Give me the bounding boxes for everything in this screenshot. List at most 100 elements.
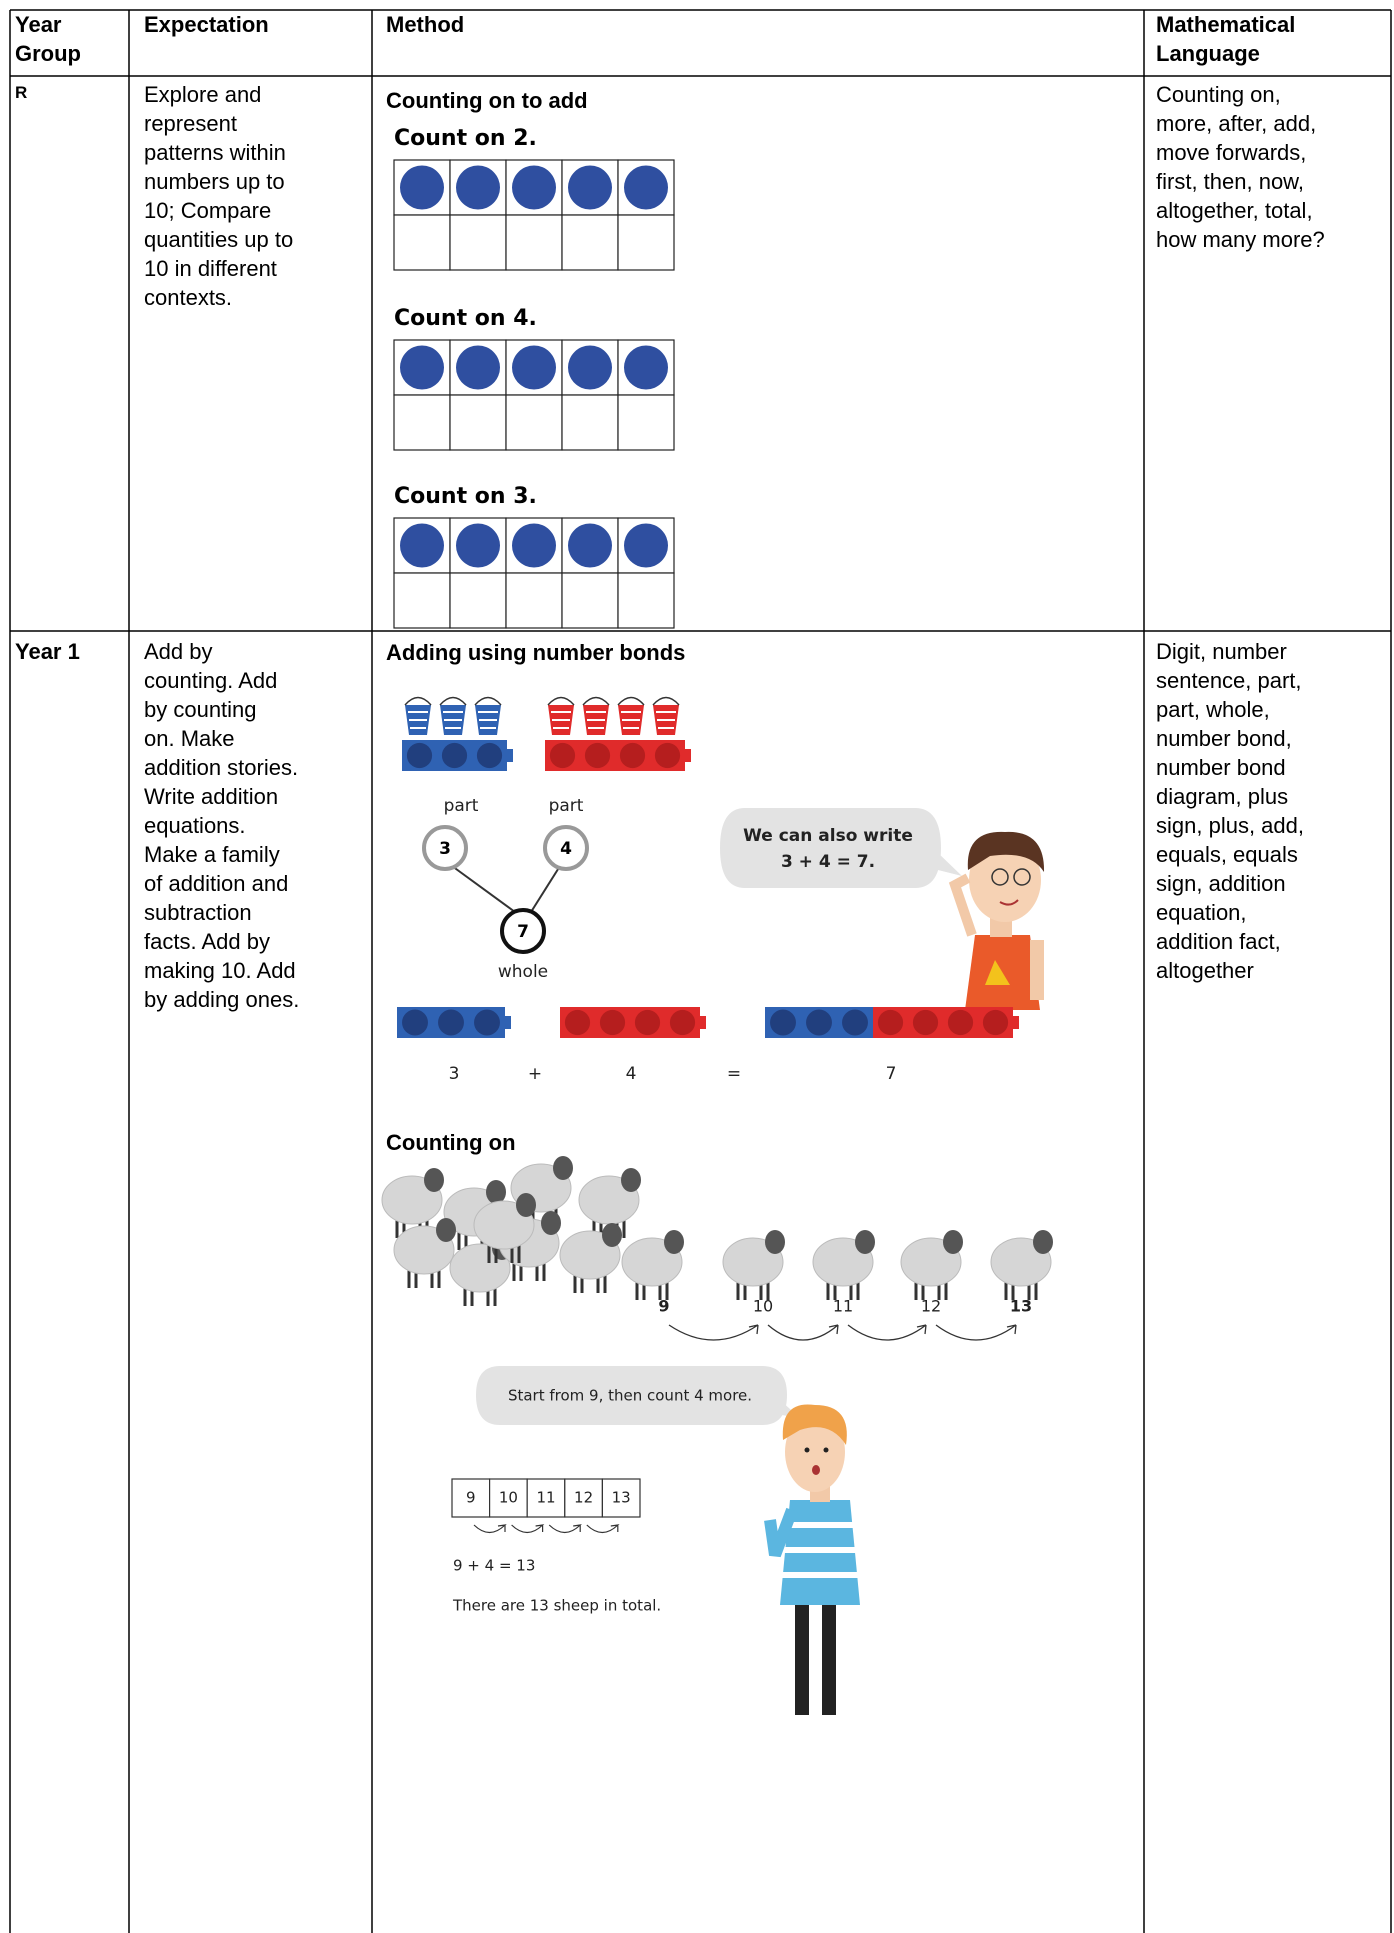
counter <box>456 523 500 568</box>
text-line: equals, equals <box>1156 842 1298 867</box>
counter <box>512 345 556 390</box>
text-line: number bond <box>1156 755 1286 780</box>
text-line: 10 in different <box>144 256 277 281</box>
text-line: subtraction <box>144 900 252 925</box>
counter <box>400 165 444 210</box>
frame-cell <box>561 214 619 271</box>
sheep-number: 10 <box>753 1297 773 1316</box>
bond-circle <box>500 908 546 954</box>
bucket-handle <box>439 696 467 706</box>
year: R <box>15 83 28 102</box>
cube-dot <box>619 742 646 769</box>
header-text: Year Group <box>15 12 81 66</box>
frame-cell <box>505 572 563 629</box>
sheep-head <box>424 1168 444 1192</box>
text-line: quantities up to <box>144 227 294 252</box>
sheep-legs <box>635 1280 669 1300</box>
bucket-rim <box>656 711 676 729</box>
bucket-handle <box>617 696 645 706</box>
cube-tab <box>507 749 513 762</box>
language-cell: Counting on, more, after, add, move forwar… <box>1156 80 1325 254</box>
text-line: addition stories. <box>144 755 299 780</box>
bond-label: whole <box>498 962 548 982</box>
frame-cell <box>449 572 507 629</box>
sheep-head <box>541 1211 561 1235</box>
text-line: move forwards, <box>1156 140 1307 165</box>
track-number: 13 <box>612 1489 631 1507</box>
text-line: Counting on, <box>1156 82 1281 107</box>
bond-lines <box>451 865 561 913</box>
equation-text: 9 + 4 = 13 <box>453 1557 535 1575</box>
equation-text: 7 <box>886 1064 897 1084</box>
language-cell: Digit, number sentence, part, part, whole,… <box>1156 637 1304 985</box>
method-heading: Counting on to add <box>386 88 588 113</box>
bucket-rim <box>443 711 463 729</box>
bucket-rim <box>621 711 641 729</box>
expectation-cell: Explore and represent patterns within numbe… <box>144 80 293 312</box>
text-line: contexts. <box>144 285 233 310</box>
bucket-rim <box>551 711 571 729</box>
text-line: Make a family <box>144 842 280 867</box>
sheep-head <box>1033 1230 1053 1254</box>
cube-tab <box>505 1016 511 1029</box>
bucket-rim <box>478 711 498 729</box>
frame-cell <box>449 394 507 451</box>
cube-dot <box>842 1009 868 1036</box>
track-cell <box>564 1478 603 1518</box>
counter <box>456 345 500 390</box>
text-line: counting. Add <box>144 668 278 693</box>
counter <box>512 523 556 568</box>
counter <box>512 165 556 210</box>
sheep-legs <box>914 1280 948 1300</box>
bond-circle <box>422 825 468 871</box>
cube-dot <box>441 742 468 769</box>
counter <box>624 345 668 390</box>
sheep-number: 11 <box>833 1297 853 1316</box>
text-line: 10; Compare <box>144 198 272 223</box>
bond-circle <box>543 825 589 871</box>
track-number: 9 <box>466 1489 476 1507</box>
frame-cell <box>393 214 451 271</box>
equation-text: + <box>528 1064 542 1084</box>
sheep-legs <box>457 1230 491 1250</box>
text-line: diagram, plus <box>1156 784 1289 809</box>
text-line: number bond, <box>1156 726 1292 751</box>
cube-dot <box>806 1009 832 1036</box>
cube-dot <box>438 1009 464 1036</box>
counter <box>568 345 612 390</box>
frame-cell <box>393 572 451 629</box>
frame-cell <box>505 214 563 271</box>
sheep-legs <box>395 1218 429 1238</box>
cube-dot <box>402 1009 428 1036</box>
boy-figure <box>948 831 1045 1010</box>
method-heading: Adding using number bonds <box>386 640 685 665</box>
cube-dot <box>912 1009 939 1036</box>
frame-cell <box>617 394 675 451</box>
cube-dot <box>474 1009 500 1036</box>
jump-arc <box>935 1324 1017 1341</box>
bucket-handle <box>652 696 680 706</box>
text-line: altogether <box>1156 958 1254 983</box>
frame-label: Count on 4. <box>394 306 537 331</box>
counter <box>400 523 444 568</box>
speech-bubble <box>476 1366 800 1425</box>
sheep-legs <box>487 1243 521 1263</box>
cube-dot <box>982 1009 1009 1036</box>
text-line: by adding ones. <box>144 987 300 1012</box>
cube-dot <box>406 742 433 769</box>
frame-label: Count on 3. <box>394 484 537 509</box>
cube-dot <box>947 1009 974 1036</box>
speech-text: We can also write <box>743 826 913 846</box>
frame-cell <box>617 214 675 271</box>
text-line: making 10. Add <box>144 958 296 983</box>
sheep-head <box>765 1230 785 1254</box>
cube-tab <box>700 1016 706 1029</box>
cube-dot <box>476 742 503 769</box>
text-line: addition fact, <box>1156 929 1281 954</box>
speech-bubble <box>720 808 962 888</box>
expectation-cell: Add by counting. Add by counting on. Make ad… <box>144 637 299 1014</box>
cube-dot <box>877 1009 904 1036</box>
counter <box>400 345 444 390</box>
year-cell: Year 1 <box>15 637 80 666</box>
